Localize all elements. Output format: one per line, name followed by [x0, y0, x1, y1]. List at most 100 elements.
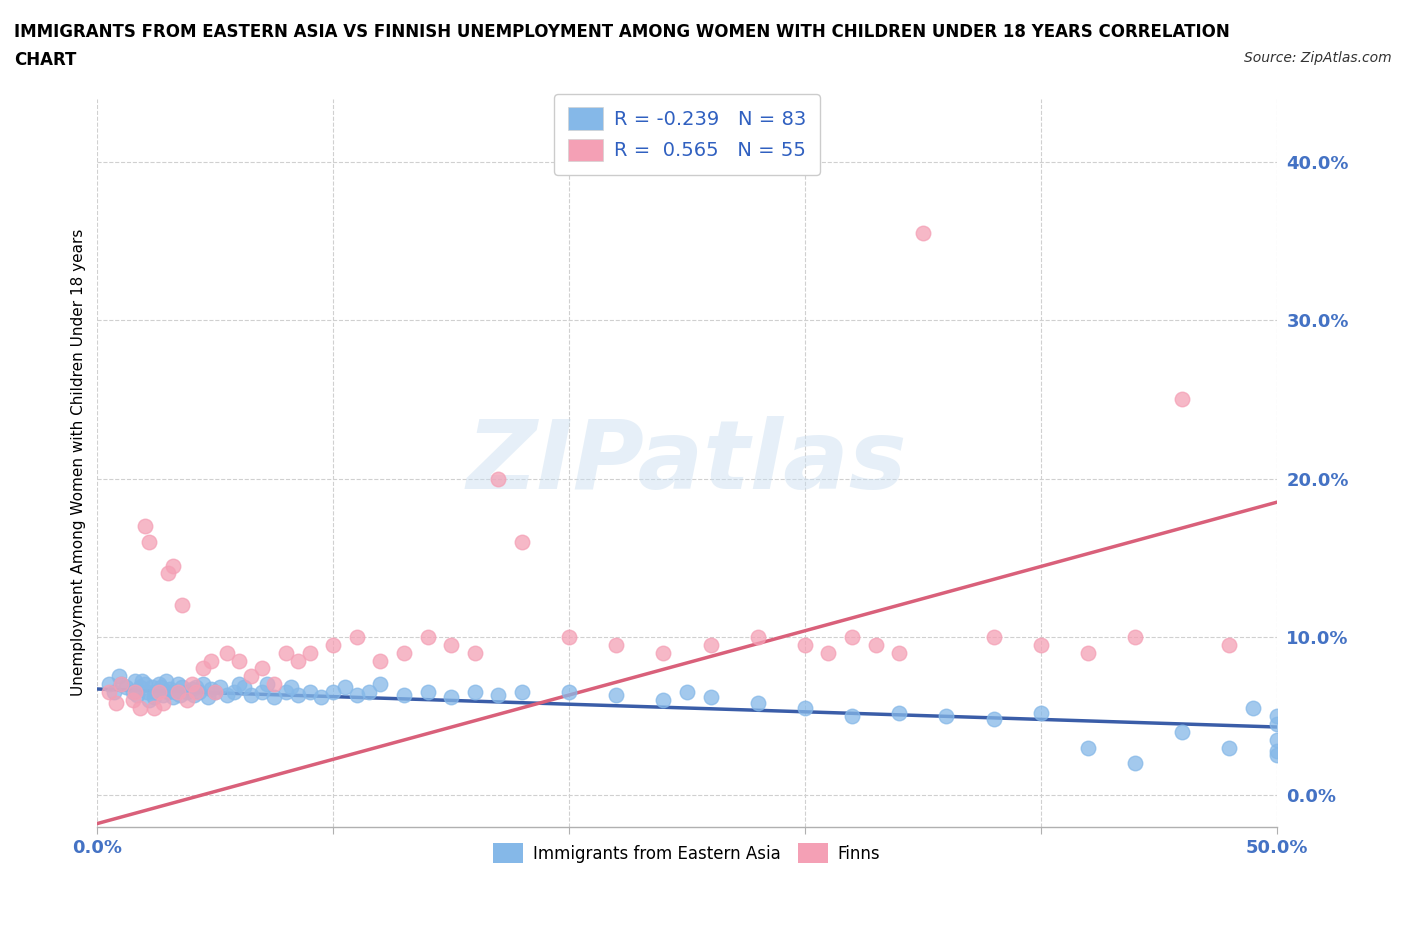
Point — [1123, 630, 1146, 644]
Point — [605, 637, 627, 652]
Point — [180, 677, 202, 692]
Point — [152, 696, 174, 711]
Text: ZIPatlas: ZIPatlas — [467, 417, 907, 510]
Point — [1218, 740, 1240, 755]
Point — [464, 684, 486, 699]
Point — [124, 684, 146, 699]
Point — [157, 684, 180, 699]
Point — [1265, 748, 1288, 763]
Point — [747, 630, 769, 644]
Point — [416, 684, 439, 699]
Point — [865, 637, 887, 652]
Point — [747, 696, 769, 711]
Point — [200, 682, 222, 697]
Point — [148, 677, 170, 692]
Point — [935, 709, 957, 724]
Point — [228, 653, 250, 668]
Point — [287, 653, 309, 668]
Point — [1265, 732, 1288, 747]
Point — [1171, 392, 1194, 406]
Point — [983, 711, 1005, 726]
Point — [138, 693, 160, 708]
Point — [370, 653, 392, 668]
Point — [274, 684, 297, 699]
Point — [558, 684, 581, 699]
Point — [159, 682, 181, 697]
Point — [103, 684, 125, 699]
Point — [157, 566, 180, 581]
Point — [121, 684, 143, 699]
Point — [889, 645, 911, 660]
Point — [793, 637, 815, 652]
Point — [135, 684, 157, 699]
Point — [1218, 637, 1240, 652]
Point — [131, 673, 153, 688]
Y-axis label: Unemployment Among Women with Children Under 18 years: Unemployment Among Women with Children U… — [72, 229, 86, 697]
Point — [215, 645, 238, 660]
Point — [121, 693, 143, 708]
Point — [208, 680, 231, 695]
Point — [128, 680, 150, 695]
Point — [180, 682, 202, 697]
Point — [1265, 716, 1288, 731]
Point — [1171, 724, 1194, 739]
Point — [186, 684, 208, 699]
Point — [510, 535, 533, 550]
Point — [183, 688, 205, 703]
Point — [148, 684, 170, 699]
Point — [193, 661, 215, 676]
Text: CHART: CHART — [14, 51, 76, 69]
Point — [215, 688, 238, 703]
Point — [1241, 700, 1264, 715]
Point — [224, 684, 246, 699]
Point — [256, 677, 278, 692]
Point — [155, 673, 177, 688]
Point — [486, 472, 509, 486]
Text: Source: ZipAtlas.com: Source: ZipAtlas.com — [1244, 51, 1392, 65]
Point — [1029, 637, 1052, 652]
Point — [652, 693, 675, 708]
Point — [187, 684, 209, 699]
Point — [440, 637, 463, 652]
Point — [128, 700, 150, 715]
Point — [370, 677, 392, 692]
Point — [98, 677, 121, 692]
Point — [200, 653, 222, 668]
Point — [172, 598, 194, 613]
Point — [193, 677, 215, 692]
Point — [166, 684, 188, 699]
Point — [134, 519, 156, 534]
Point — [138, 535, 160, 550]
Point — [676, 684, 699, 699]
Point — [204, 684, 226, 699]
Point — [263, 677, 285, 692]
Legend: Immigrants from Eastern Asia, Finns: Immigrants from Eastern Asia, Finns — [486, 837, 887, 870]
Point — [311, 689, 333, 704]
Text: IMMIGRANTS FROM EASTERN ASIA VS FINNISH UNEMPLOYMENT AMONG WOMEN WITH CHILDREN U: IMMIGRANTS FROM EASTERN ASIA VS FINNISH … — [14, 23, 1230, 41]
Point — [252, 684, 274, 699]
Point — [162, 689, 184, 704]
Point — [558, 630, 581, 644]
Point — [440, 689, 463, 704]
Point — [1029, 705, 1052, 720]
Point — [124, 673, 146, 688]
Point — [274, 645, 297, 660]
Point — [145, 684, 167, 699]
Point — [346, 688, 368, 703]
Point — [333, 680, 356, 695]
Point — [983, 630, 1005, 644]
Point — [204, 684, 226, 699]
Point — [392, 645, 415, 660]
Point — [105, 696, 128, 711]
Point — [486, 688, 509, 703]
Point — [346, 630, 368, 644]
Point — [142, 689, 165, 704]
Point — [172, 680, 194, 695]
Point — [228, 677, 250, 692]
Point — [1077, 740, 1099, 755]
Point — [510, 684, 533, 699]
Point — [699, 689, 721, 704]
Point — [322, 637, 344, 652]
Point — [165, 684, 187, 699]
Point — [699, 637, 721, 652]
